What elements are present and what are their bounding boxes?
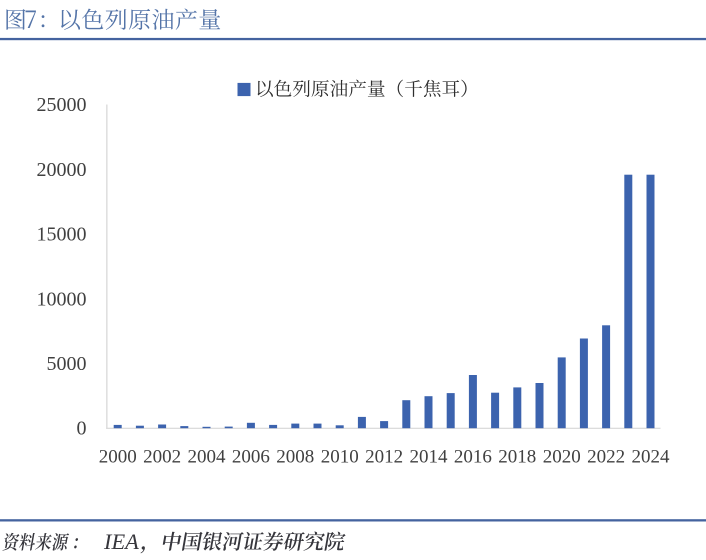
svg-text:2012: 2012 — [365, 447, 403, 468]
svg-text:2002: 2002 — [143, 447, 181, 468]
svg-text:0: 0 — [77, 418, 87, 440]
svg-text:2000: 2000 — [99, 447, 137, 468]
svg-text:2010: 2010 — [321, 447, 359, 468]
svg-text:IEA: IEA — [103, 529, 139, 554]
svg-text:25000: 25000 — [37, 94, 87, 116]
svg-text:2016: 2016 — [454, 447, 492, 468]
svg-text:2024: 2024 — [632, 447, 671, 468]
svg-text:2014: 2014 — [410, 447, 449, 468]
svg-text:20000: 20000 — [37, 159, 87, 181]
svg-text:2018: 2018 — [498, 447, 536, 468]
svg-text:2004: 2004 — [188, 447, 227, 468]
svg-text:10000: 10000 — [37, 288, 87, 310]
svg-text:2008: 2008 — [276, 447, 314, 468]
svg-text:15000: 15000 — [37, 224, 87, 246]
svg-text:2006: 2006 — [232, 447, 270, 468]
svg-text:5000: 5000 — [47, 353, 87, 375]
svg-text:2022: 2022 — [587, 447, 625, 468]
svg-text:2020: 2020 — [543, 447, 581, 468]
